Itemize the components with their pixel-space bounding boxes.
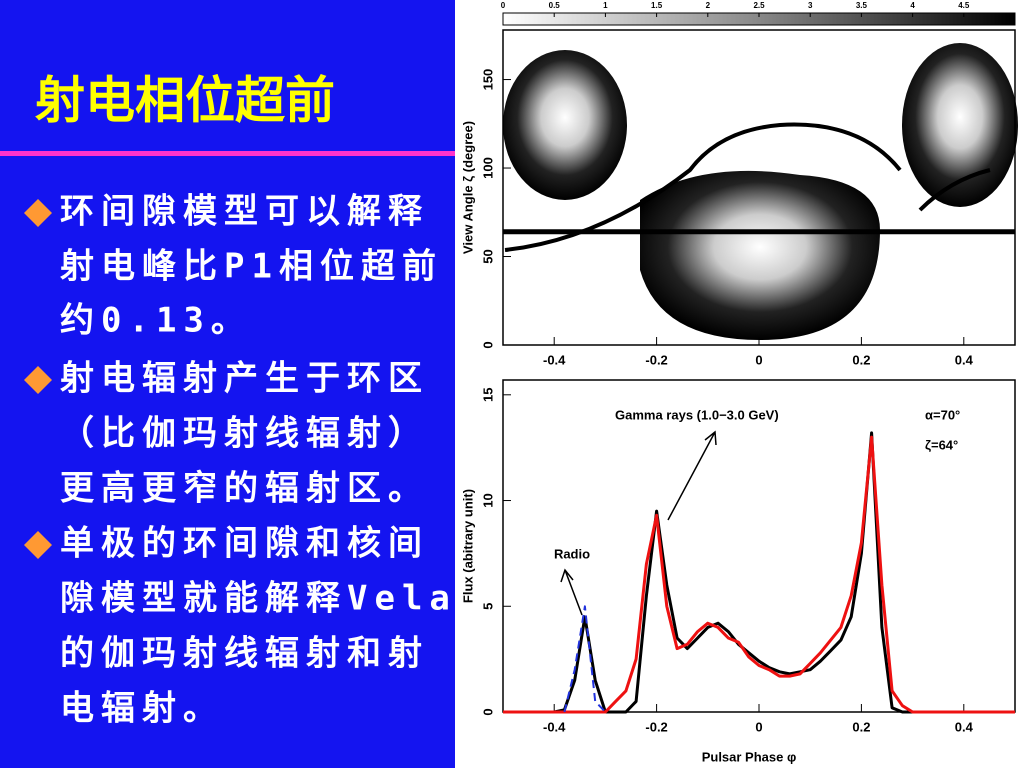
x-tick-label: 0.2 <box>852 352 870 367</box>
y-tick-label: 10 <box>480 493 495 507</box>
x-axis-label: Pulsar Phase φ <box>702 749 797 764</box>
bullet-text: 约0.13。 <box>60 301 252 341</box>
bullet-diamond <box>24 199 52 227</box>
y-tick-label: 0 <box>480 708 495 715</box>
bullet-diamond <box>24 531 52 559</box>
divider <box>0 151 455 156</box>
x-tick-label: -0.4 <box>543 352 566 367</box>
annotation: Radio <box>554 546 590 561</box>
x-tick-label: 0 <box>755 352 762 367</box>
series-line <box>563 605 607 713</box>
colorbar-tick-label: 4.5 <box>958 1 970 10</box>
arrow <box>560 568 583 616</box>
y-tick-label: 100 <box>480 157 495 179</box>
y-tick-label: 15 <box>480 388 495 402</box>
x-tick-label: 0.2 <box>852 719 870 734</box>
colorbar-tick-label: 3 <box>808 1 813 10</box>
bullet-text: （比伽玛射线辐射） <box>60 414 429 454</box>
bullet-text: 射电峰比P1相位超前 <box>60 247 443 287</box>
bullet-diamond <box>24 366 52 394</box>
y-tick-label: 5 <box>480 603 495 610</box>
bullet-text: 单极的环间隙和核间 <box>60 524 429 564</box>
x-tick-label: -0.2 <box>645 352 667 367</box>
y-tick-label: 150 <box>480 69 495 91</box>
annotation: ζ=64° <box>925 437 958 452</box>
bullet-text: 隙模型就能解释Vela <box>60 579 457 619</box>
y-tick-label: 0 <box>480 341 495 348</box>
y-axis-label: Flux (abitrary unit) <box>460 489 475 603</box>
slide-title: 射电相位超前 <box>35 72 335 130</box>
y-axis-label: View Angle ζ (degree) <box>460 121 475 254</box>
x-tick-label: -0.2 <box>645 719 667 734</box>
annotation: Gamma rays (1.0−3.0 GeV) <box>615 407 779 422</box>
colorbar-tick-label: 1 <box>603 1 608 10</box>
colorbar-tick-label: 0.5 <box>549 1 561 10</box>
bullet-text: 射电辐射产生于环区 <box>60 359 429 399</box>
colorbar-tick-label: 1.5 <box>651 1 663 10</box>
bullet-text: 电辐射。 <box>60 689 224 729</box>
arrow <box>667 430 717 521</box>
x-tick-label: -0.4 <box>543 719 566 734</box>
bullet-text: 更高更窄的辐射区。 <box>60 469 429 509</box>
x-tick-label: 0 <box>755 719 762 734</box>
colorbar-tick-label: 4 <box>910 1 915 10</box>
bullet-text: 环间隙模型可以解释 <box>60 192 429 232</box>
series-line <box>503 435 1015 714</box>
colorbar-tick-label: 2 <box>706 1 711 10</box>
x-tick-label: 0.4 <box>955 719 974 734</box>
bullet-text: 的伽玛射线辐射和射 <box>60 634 429 674</box>
colorbar-tick-label: 2.5 <box>753 1 765 10</box>
annotation: α=70° <box>925 407 960 422</box>
colorbar-tick-label: 3.5 <box>856 1 868 10</box>
y-tick-label: 50 <box>480 249 495 263</box>
x-tick-label: 0.4 <box>955 352 974 367</box>
colorbar-tick-label: 0 <box>501 1 506 10</box>
